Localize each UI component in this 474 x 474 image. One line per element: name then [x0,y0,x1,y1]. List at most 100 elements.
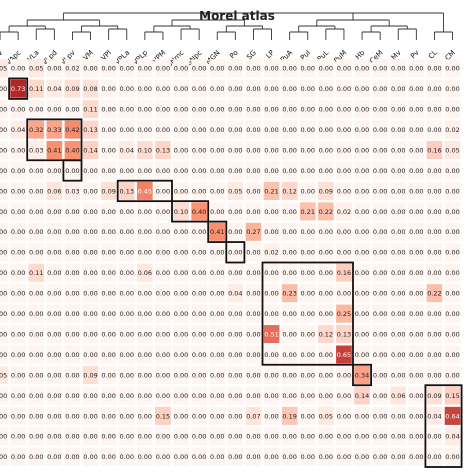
heatmap-cell [28,284,45,303]
heatmap-cell [46,386,63,405]
cell-value: 0.00 [11,167,25,175]
heatmap-cell [372,100,388,119]
cell-value: 0.00 [47,228,61,236]
heatmap-cell [390,120,407,139]
cell-value: 0.00 [337,392,351,400]
heatmap-cell [354,325,370,344]
cell-value: 0.00 [301,453,315,461]
heatmap-cell [209,59,226,78]
cell-value: 0.00 [156,228,170,236]
cell-value: 0.00 [301,392,315,400]
heatmap-cell [46,263,63,282]
heatmap-cell [173,59,189,78]
cell-value: 0.00 [246,249,260,257]
heatmap-cell [245,222,262,241]
cell-value: 0.00 [11,146,25,154]
heatmap-cell [263,161,280,180]
cell-value: 0.00 [156,167,170,175]
cell-value: 0.00 [409,412,423,420]
heatmap-cell [10,427,26,446]
cell-value: 0.00 [427,85,441,93]
cell-value: 0.00 [11,453,25,461]
cell-value: 0.41 [47,146,61,154]
cell-value: 0.00 [210,249,224,257]
cell-value: 0.00 [174,228,188,236]
cell-value: 0.00 [0,106,7,114]
heatmap-cell [299,202,316,221]
cell-value: 0.00 [409,208,423,216]
heatmap-cell [82,100,99,119]
heatmap-cell [372,141,388,160]
cell-value: 0.11 [29,269,43,277]
cell-value: 0.00 [47,249,61,257]
cell-value: 0.22 [319,208,333,216]
heatmap-cell [191,345,207,364]
cell-value: 0.00 [47,412,61,420]
cell-value: 0.00 [65,453,79,461]
cell-value: 0.00 [391,126,405,134]
heatmap-cell [0,365,8,384]
heatmap-cell [390,202,407,221]
cell-value: 0.00 [246,392,260,400]
heatmap-cell [336,100,352,119]
cell-value: 0.00 [246,290,260,298]
cell-value: 0.00 [228,208,242,216]
heatmap-cell [336,79,352,98]
cell-value: 0.00 [138,371,152,379]
cell-value: 0.00 [264,290,278,298]
cell-value: 0.00 [174,290,188,298]
heatmap-cell [281,181,298,200]
cell-value: 0.04 [11,126,25,134]
cell-value: 0.00 [264,269,278,277]
cell-value: 0.00 [427,269,441,277]
heatmap-cell [281,79,298,98]
cell-value: 0.00 [65,269,79,277]
heatmap-cell [336,406,352,425]
cell-value: 0.00 [29,453,43,461]
cell-value: 0.04 [427,412,441,420]
heatmap-cell [46,222,63,241]
cell-value: 0.42 [65,126,79,134]
heatmap-cell [100,222,117,241]
cell-value: 0.00 [445,208,459,216]
heatmap-cell [426,427,443,446]
cell-value: 0.00 [355,208,369,216]
cell-value: 0.00 [409,371,423,379]
heatmap-cell [263,325,280,344]
cell-value: 0.00 [228,412,242,420]
cell-value: 0.00 [246,310,260,318]
cell-value: 0.00 [174,269,188,277]
cell-value: 0.00 [120,249,134,257]
heatmap-cell [426,120,443,139]
cell-value: 0.00 [282,208,296,216]
cell-value: 0.00 [192,269,206,277]
heatmap-cell [336,263,352,282]
heatmap-cell [118,100,135,119]
heatmap-cell [245,100,262,119]
heatmap-cell [444,427,461,446]
cell-value: 0.00 [391,228,405,236]
heatmap-cell [209,243,226,262]
heatmap-cell [46,59,63,78]
cell-value: 0.00 [427,351,441,359]
cell-value: 0.00 [355,85,369,93]
heatmap-cell [10,100,26,119]
heatmap-cell [0,386,8,405]
cell-value: 0.00 [47,371,61,379]
heatmap-cell [155,427,171,446]
heatmap-cell [100,181,117,200]
heatmap-cell [10,161,26,180]
heatmap-cell [426,243,443,262]
cell-value: 0.00 [174,85,188,93]
heatmap-cell [191,304,207,323]
cell-value: 0.41 [210,228,224,236]
cell-value: 0.00 [101,228,115,236]
cell-value: 0.00 [373,208,387,216]
heatmap-cell [336,243,352,262]
heatmap-cell [28,161,45,180]
heatmap-cell [372,181,388,200]
cell-value: 0.00 [445,106,459,114]
cell-value: 0.00 [29,290,43,298]
heatmap-cell [155,141,171,160]
cell-value: 0.00 [228,146,242,154]
